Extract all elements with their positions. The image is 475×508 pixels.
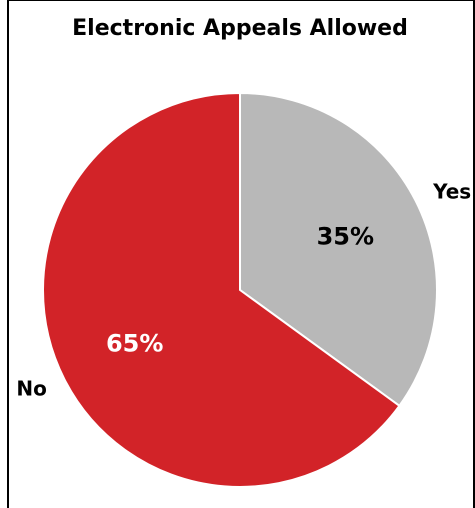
pie-slices	[42, 92, 438, 488]
category-label-yes: Yes	[432, 180, 471, 204]
pct-label-yes: 35%	[317, 222, 374, 250]
category-label-no: No	[16, 376, 46, 400]
chart-title: Electronic Appeals Allowed	[72, 16, 408, 41]
pie-slice-no	[42, 92, 401, 488]
pct-label-no: 65%	[106, 330, 163, 358]
pie-slice-yes	[239, 92, 438, 407]
pie-labels: 35% Yes 65% No	[16, 180, 471, 401]
chart-frame	[7, 0, 475, 508]
